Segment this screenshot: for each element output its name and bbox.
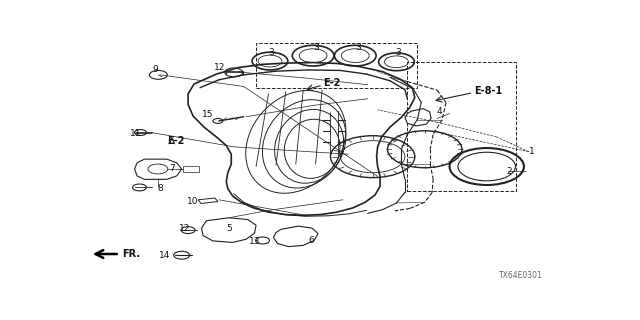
- Bar: [408, 62, 516, 191]
- Text: E-2: E-2: [323, 78, 340, 88]
- Text: 4: 4: [436, 107, 442, 116]
- Text: E-8-1: E-8-1: [474, 86, 502, 96]
- Polygon shape: [202, 218, 256, 243]
- Text: 11: 11: [129, 129, 141, 138]
- Polygon shape: [134, 159, 182, 179]
- Text: 6: 6: [308, 236, 314, 245]
- Text: 12: 12: [214, 63, 225, 72]
- Polygon shape: [198, 198, 218, 204]
- Bar: [256, 43, 417, 88]
- Text: 3: 3: [355, 43, 361, 52]
- Text: FR.: FR.: [122, 249, 140, 259]
- Text: E-2: E-2: [167, 136, 184, 146]
- Polygon shape: [183, 166, 199, 172]
- Text: 3: 3: [269, 48, 274, 57]
- Text: 12: 12: [179, 224, 191, 233]
- Text: 3: 3: [395, 48, 401, 57]
- Text: 15: 15: [202, 110, 213, 119]
- Text: 10: 10: [187, 196, 198, 205]
- Text: 1: 1: [529, 147, 534, 156]
- Polygon shape: [188, 62, 415, 215]
- Text: 3: 3: [313, 43, 319, 52]
- Text: 5: 5: [227, 224, 232, 233]
- Polygon shape: [405, 108, 431, 126]
- Text: TX64E0301: TX64E0301: [499, 271, 543, 280]
- Polygon shape: [273, 226, 318, 247]
- Text: 7: 7: [169, 164, 175, 173]
- Text: 9: 9: [152, 65, 157, 74]
- Text: 14: 14: [159, 251, 171, 260]
- Text: 13: 13: [249, 237, 260, 246]
- Text: 2: 2: [507, 167, 512, 176]
- Text: 8: 8: [157, 184, 163, 193]
